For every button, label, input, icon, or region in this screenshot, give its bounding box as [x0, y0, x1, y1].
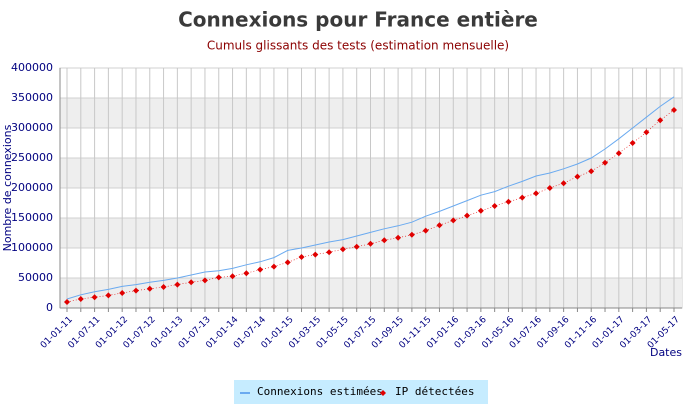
point: [326, 249, 333, 256]
point: [671, 107, 677, 113]
point: [629, 140, 636, 146]
point: [160, 284, 167, 290]
point: [284, 259, 291, 266]
point: [505, 198, 512, 205]
point: [188, 279, 195, 286]
legend-label: Connexions estimées: [257, 385, 383, 398]
point: [422, 227, 429, 234]
point: [657, 117, 664, 124]
point: [91, 294, 98, 301]
legend-label: IP détectées: [395, 385, 474, 398]
point: [77, 296, 84, 302]
point: [546, 185, 553, 191]
point: [132, 287, 139, 294]
y-tick-label: 250000: [11, 151, 53, 164]
point: [395, 234, 402, 241]
point: [533, 190, 540, 197]
point: [643, 129, 650, 136]
chart-subtitle: Cumuls glissants des tests (estimation m…: [207, 39, 509, 53]
point: [615, 150, 622, 157]
line: [66, 96, 675, 300]
point: [353, 243, 360, 250]
point: [64, 299, 70, 305]
point: [119, 290, 126, 296]
point: [339, 246, 346, 253]
y-tick-label: 200000: [11, 181, 53, 194]
point: [464, 212, 471, 219]
point: [491, 203, 498, 209]
point: [174, 281, 181, 288]
y-tick-label: 100000: [11, 241, 53, 254]
x-axis-label: Dates: [650, 346, 682, 359]
point: [229, 273, 236, 280]
point: [436, 222, 443, 229]
point: [215, 274, 222, 281]
point: [450, 217, 457, 224]
chart-title: Connexions pour France entière: [178, 8, 538, 32]
point: [519, 194, 526, 201]
legend: [234, 380, 488, 404]
point: [602, 159, 609, 166]
point: [312, 251, 319, 258]
point: [298, 254, 305, 260]
y-tick-label: 0: [46, 301, 53, 314]
point: [574, 173, 581, 180]
y-tick-label: 150000: [11, 211, 53, 224]
point: [381, 237, 388, 244]
point: [588, 168, 595, 175]
point: [146, 285, 153, 292]
point: [408, 231, 415, 238]
point: [201, 277, 208, 284]
point: [477, 207, 484, 214]
y-tick-label: 50000: [18, 271, 53, 284]
y-tick-label: 300000: [11, 121, 53, 134]
point: [270, 263, 277, 270]
point: [105, 292, 112, 299]
point: [257, 266, 264, 273]
legend-swatch: [380, 390, 386, 396]
y-tick-label: 350000: [11, 91, 53, 104]
y-tick-label: 400000: [11, 61, 53, 74]
point: [560, 180, 567, 187]
point: [367, 240, 374, 247]
point: [243, 270, 250, 277]
y-axis-label: Nombre de connexions: [1, 124, 14, 251]
